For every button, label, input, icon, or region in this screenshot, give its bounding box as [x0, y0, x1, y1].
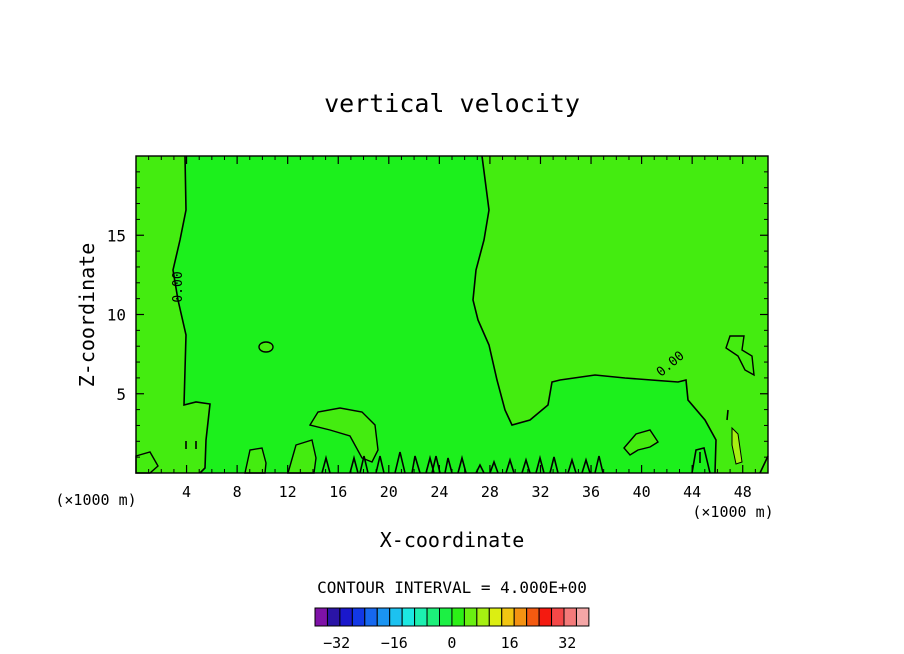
x-tick-label: 40	[633, 483, 651, 501]
contour-line-left	[172, 155, 211, 474]
colorbar-cell	[389, 607, 403, 627]
contour-tick-right	[726, 409, 729, 421]
x-tick-label: 28	[481, 483, 499, 501]
colorbar-cell	[376, 607, 391, 627]
x-tick-label: 16	[329, 483, 347, 501]
chart-title: vertical velocity	[324, 89, 580, 118]
colorbar-tick-label: 0	[447, 634, 456, 652]
colorbar-cell	[501, 607, 515, 627]
x-axis-label: X-coordinate	[380, 528, 525, 552]
x-tick-label: 20	[380, 483, 398, 501]
colorbar-cell	[563, 607, 577, 627]
strong-updraft-cell	[731, 426, 743, 465]
colorbar-cell	[463, 607, 478, 627]
x-tick-label: 4	[182, 483, 191, 501]
colorbar-cell	[451, 607, 465, 627]
x-tick-label: 12	[279, 483, 297, 501]
x-tick-label: 32	[531, 483, 549, 501]
contour-label-left: 0.00	[171, 271, 186, 302]
positive-region-right	[473, 156, 768, 473]
colorbar-cell	[364, 607, 378, 627]
y-unit-label: (×1000 m)	[55, 491, 136, 509]
colorbar-cell	[488, 607, 503, 627]
colorbar-tick-labels: −32 −16 0 16 32	[323, 634, 576, 652]
y-tick-label: 10	[107, 306, 126, 325]
y-tick-label: 15	[107, 226, 126, 245]
colorbar-cell	[414, 607, 428, 627]
zero-contours	[172, 155, 769, 474]
colorbar-cell	[339, 607, 353, 627]
colorbar-cell	[538, 607, 553, 627]
contour-bump-center	[431, 452, 701, 474]
colorbar-cell	[314, 607, 328, 627]
colorbar-tick-label: 32	[558, 634, 576, 652]
colorbar-tick-label: −16	[381, 634, 408, 652]
colorbar-tick-label: −32	[323, 634, 350, 652]
contour-interval-text: CONTOUR INTERVAL = 4.000E+00	[317, 578, 587, 597]
x-unit-label: (×1000 m)	[692, 503, 773, 521]
colorbar-tick-label: 16	[501, 634, 519, 652]
x-tick-label: 36	[582, 483, 600, 501]
colorbar-cell	[551, 607, 565, 627]
x-tick-label: 48	[734, 483, 752, 501]
contour-ripples	[185, 441, 769, 474]
colorbar-cell	[513, 607, 528, 627]
positive-region-left	[136, 156, 210, 473]
colorbar	[314, 607, 590, 627]
colorbar-cell	[426, 607, 440, 627]
colorbar-cell	[439, 607, 453, 627]
x-tick-label: 8	[233, 483, 242, 501]
colorbar-cell	[575, 607, 590, 627]
x-axis: 4 8 12 16 20 24 28 32 36 40 44 48	[148, 156, 756, 501]
colorbar-cell	[476, 607, 490, 627]
x-tick-label: 24	[430, 483, 448, 501]
contour-line-right	[472, 155, 717, 474]
y-axis: 5 10 15	[107, 171, 768, 458]
colorbar-cell	[351, 607, 366, 627]
y-tick-label: 5	[116, 385, 126, 404]
colorbar-cell	[526, 607, 540, 627]
colorbar-cell	[401, 607, 416, 627]
x-tick-label: 44	[683, 483, 701, 501]
y-axis-label: Z-coordinate	[75, 243, 99, 388]
plot-area	[135, 156, 768, 474]
colorbar-cell	[326, 607, 341, 627]
